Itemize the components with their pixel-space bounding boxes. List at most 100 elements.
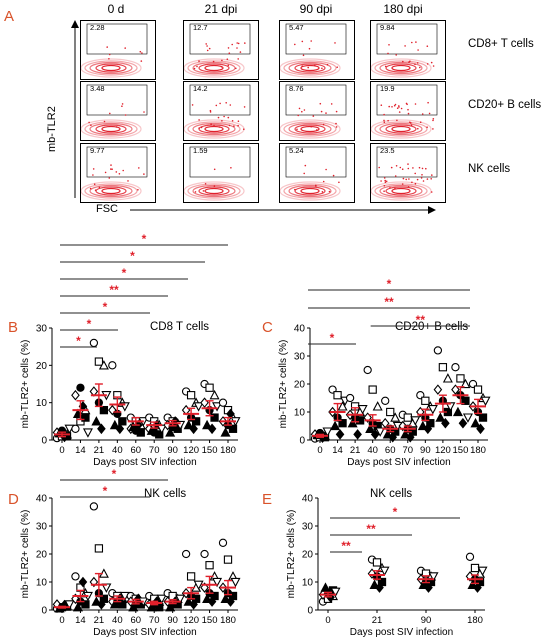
event-dot xyxy=(378,166,380,169)
data-point xyxy=(433,346,443,355)
significance-label: * xyxy=(103,300,108,314)
event-dot xyxy=(237,120,240,122)
event-dot xyxy=(115,126,118,128)
row-label-cd20: CD20+ B cells xyxy=(468,99,542,111)
flow-gate-percentage: 5.47 xyxy=(289,23,304,32)
data-point xyxy=(473,582,482,593)
y-axis-label: mb-TLR2+ cells (%) xyxy=(20,510,31,599)
event-dot xyxy=(430,61,433,64)
event-dot xyxy=(384,65,387,68)
data-point xyxy=(335,429,345,440)
x-tick-label: 70 xyxy=(402,445,413,456)
x-tick-label: 0 xyxy=(59,445,64,456)
event-dot xyxy=(229,104,232,106)
event-dot xyxy=(414,172,416,175)
event-dot xyxy=(110,168,112,170)
significance-label: * xyxy=(103,484,108,498)
event-dot xyxy=(414,182,417,185)
data-point xyxy=(337,401,348,411)
flow-plot: 19.9 xyxy=(370,81,446,141)
event-dot xyxy=(319,102,322,105)
x-tick-label: 90 xyxy=(167,445,178,456)
event-dot xyxy=(143,173,145,175)
data-point xyxy=(146,425,157,435)
event-dot xyxy=(406,103,408,106)
data-point xyxy=(363,365,372,375)
density-contour xyxy=(84,60,138,76)
flow-plot: 5.24 xyxy=(279,143,355,203)
density-contour xyxy=(89,184,133,198)
data-point xyxy=(421,396,430,405)
x-tick-label: 150 xyxy=(202,615,218,626)
event-dot xyxy=(407,112,410,115)
event-dot xyxy=(213,168,216,171)
y-tick-label: 0 xyxy=(299,436,305,447)
data-point xyxy=(228,424,238,433)
flow-plot: 9.77 xyxy=(80,143,156,203)
density-contour xyxy=(81,181,142,201)
event-dot xyxy=(231,120,234,122)
event-dot xyxy=(89,187,92,190)
event-dot xyxy=(310,125,312,128)
density-contour xyxy=(198,63,230,73)
data-point xyxy=(205,561,214,570)
event-dot xyxy=(425,167,427,170)
x-tick-label: 60 xyxy=(130,445,141,456)
event-dot xyxy=(432,128,434,130)
data-point xyxy=(118,417,127,426)
event-dot xyxy=(302,54,305,57)
x-tick-label: 70 xyxy=(149,445,160,456)
event-dot xyxy=(328,190,331,193)
density-contour xyxy=(288,184,332,198)
data-point xyxy=(200,549,209,559)
data-point xyxy=(333,391,342,400)
event-dot xyxy=(385,180,388,183)
y-tick-label: 30 xyxy=(302,522,314,533)
x-tick-label: 14 xyxy=(75,615,86,626)
event-dot xyxy=(402,60,404,63)
event-dot xyxy=(206,49,209,52)
y-tick-label: 10 xyxy=(294,408,306,419)
y-tick-label: 40 xyxy=(294,324,306,335)
flow-gate-percentage: 8.76 xyxy=(289,84,304,93)
y-tick-label: 10 xyxy=(36,398,48,409)
event-dot xyxy=(231,43,233,46)
density-contour xyxy=(288,122,332,136)
significance-label: * xyxy=(122,266,127,280)
panel-letter: C xyxy=(262,319,273,336)
event-dot xyxy=(383,185,386,187)
data-point xyxy=(357,405,368,415)
x-tick-label: 40 xyxy=(112,615,123,626)
density-contour xyxy=(204,125,224,133)
x-tick-label: 90 xyxy=(167,615,178,626)
event-dot xyxy=(301,40,304,43)
density-contour xyxy=(187,121,241,137)
density-contour xyxy=(101,187,121,195)
data-point xyxy=(64,600,75,610)
data-point xyxy=(345,393,355,403)
density-contour xyxy=(198,186,230,196)
data-point xyxy=(320,582,331,592)
column-header-21dpi: 21 dpi xyxy=(204,2,238,16)
gate-rectangle xyxy=(376,146,438,178)
event-dot xyxy=(227,47,230,49)
data-point xyxy=(189,599,198,610)
event-dot xyxy=(394,187,396,190)
data-point xyxy=(223,555,233,564)
y-tick-label: 20 xyxy=(36,361,48,372)
data-point xyxy=(115,423,125,435)
panel-letter-a: A xyxy=(4,8,15,25)
row-label-nk: NK cells xyxy=(468,163,511,175)
event-dot xyxy=(421,167,424,170)
x-tick-label: 90 xyxy=(421,615,432,626)
event-dot xyxy=(388,44,390,46)
event-dot xyxy=(215,104,218,107)
event-dot xyxy=(208,47,211,50)
density-contour xyxy=(95,186,127,196)
density-contour xyxy=(192,122,236,136)
flow-gate-percentage: 9.77 xyxy=(90,146,105,155)
density-contour xyxy=(81,119,142,139)
x-tick-label: 120 xyxy=(183,445,199,456)
density-contour xyxy=(379,184,423,198)
